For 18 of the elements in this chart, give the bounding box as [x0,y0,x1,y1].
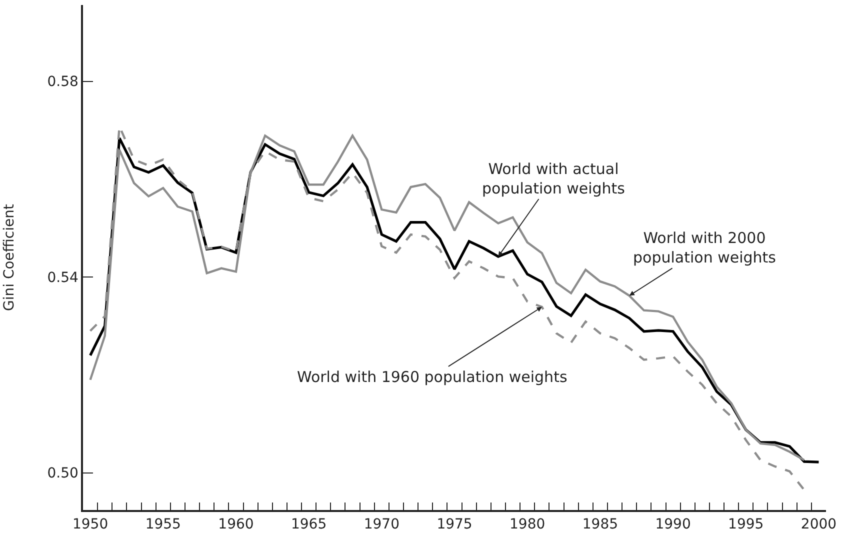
y-tick-label: 0.50 [47,466,78,482]
x-tick-label: 1965 [290,516,327,533]
x-tick-label: 1950 [72,516,108,533]
y-tick-label: 0.54 [47,270,79,286]
y-axis-title: Gini Coefficient [1,203,18,312]
x-tick-label: 2000 [800,516,837,533]
x-tick-label: 1970 [364,516,400,533]
x-tick-label: 1990 [655,516,691,533]
y-tick-label: 0.58 [47,74,78,90]
annotation: World with 1960 population weights [297,368,568,386]
x-tick-label: 1960 [218,516,254,533]
annotation: World with actual population weights [482,160,626,198]
x-tick-label: 1985 [582,516,618,533]
x-tick-label: 1955 [145,516,181,533]
x-tick-label: 1980 [510,516,546,533]
x-tick-label: 1995 [728,516,764,533]
annotation: World with 2000 population weights [633,229,776,266]
x-tick-label: 1975 [436,516,472,533]
